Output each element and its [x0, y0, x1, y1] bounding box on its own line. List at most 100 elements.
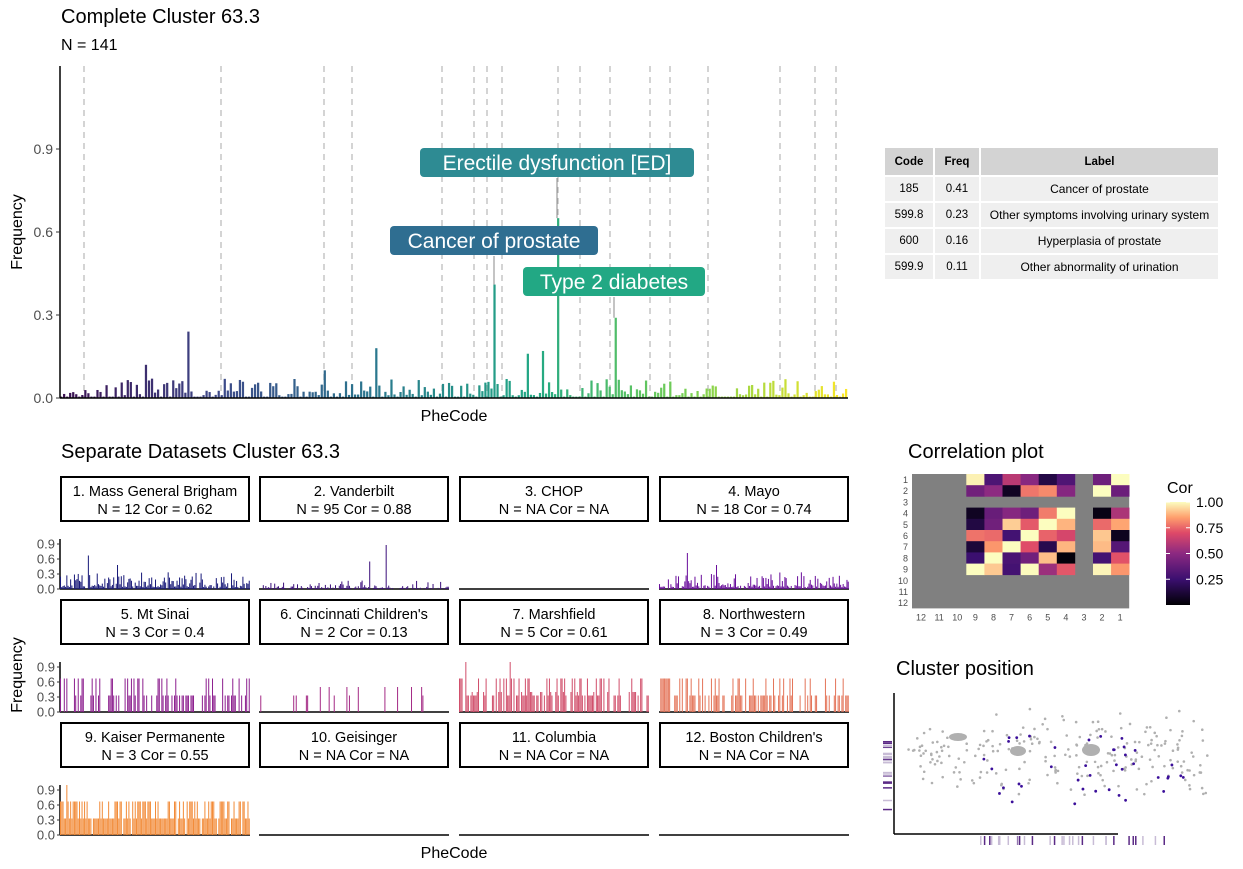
facet-bar: [134, 695, 136, 712]
bar: [741, 395, 745, 398]
heatmap-row-label: 2: [903, 486, 908, 496]
facet-bar: [205, 818, 207, 835]
background-point: [1096, 720, 1100, 724]
facet-bar: [242, 801, 244, 835]
facet-bar: [345, 587, 347, 589]
facet-bar: [347, 580, 349, 589]
heatmap-cell: [1111, 541, 1130, 553]
background-point: [994, 772, 998, 775]
facet-bar: [199, 582, 201, 589]
background-point: [1151, 765, 1154, 769]
facet-bar: [819, 582, 821, 589]
facet-bar: [781, 695, 783, 712]
bar: [751, 384, 754, 398]
facet-bar: [437, 587, 439, 589]
facet-bar: [543, 695, 545, 712]
facet-bar: [248, 678, 250, 712]
background-point: [1171, 749, 1175, 753]
background-point: [1085, 760, 1089, 764]
facet-bar: [103, 818, 105, 835]
facet-bar: [242, 576, 244, 589]
facet-bar: [724, 585, 726, 589]
facet-bar: [289, 587, 291, 589]
facet-bar: [669, 678, 671, 712]
facet-y-tick-label: 0.6: [37, 552, 55, 567]
background-point-cluster: [949, 733, 967, 741]
facet-bar: [608, 678, 610, 712]
background-point: [1179, 764, 1183, 768]
facet-name: 6. Cincinnati Children's: [280, 607, 428, 623]
facet-bar: [507, 695, 509, 712]
facet-bar: [92, 818, 94, 835]
facet-bar: [143, 581, 145, 589]
facet-bar: [134, 801, 136, 835]
heatmap-cell: [1111, 474, 1130, 486]
facet-bar: [247, 801, 249, 835]
facet-bar: [166, 818, 168, 835]
bar: [747, 385, 751, 398]
table-cell-label: Other symptoms involving urinary system: [979, 201, 1220, 229]
facet-bar: [224, 584, 226, 589]
facet-bar: [204, 695, 206, 712]
background-point: [982, 729, 986, 733]
bar: [784, 379, 787, 398]
facet-bar: [281, 586, 283, 589]
table-header-code: Code: [883, 146, 935, 177]
facet-bar: [483, 692, 485, 712]
facet-bar: [227, 695, 229, 712]
facet-bar: [828, 695, 830, 712]
facet-bar: [354, 587, 356, 589]
facet-bar: [297, 584, 299, 589]
background-point: [922, 752, 925, 755]
facet-bar: [139, 586, 141, 589]
facet-strip: [60, 722, 250, 768]
bar: [375, 348, 378, 398]
background-point-cluster: [1082, 744, 1100, 756]
bar: [596, 383, 599, 398]
bar: [775, 394, 778, 398]
table-header-label: Label: [979, 146, 1220, 177]
facet-bar: [129, 818, 131, 835]
facet-bar: [764, 695, 766, 712]
bar: [238, 379, 242, 398]
facet-bar: [203, 818, 205, 835]
background-point: [1011, 747, 1014, 750]
background-point: [1113, 759, 1116, 762]
facet-bar: [797, 576, 799, 589]
facet-bar: [138, 580, 140, 589]
bar: [663, 383, 666, 398]
facet-bar: [203, 586, 205, 589]
facet-bar: [588, 695, 590, 712]
facet-bar: [158, 586, 160, 589]
facet-bar: [155, 579, 157, 589]
facet-bar: [465, 662, 467, 712]
facet-bar: [722, 695, 724, 712]
facet-bar: [196, 801, 198, 835]
facet-bar: [168, 801, 170, 835]
background-point: [1093, 760, 1097, 764]
background-point: [1165, 716, 1168, 720]
annotation-label-box: [523, 267, 705, 296]
background-point: [1188, 784, 1191, 787]
facet-bar: [115, 801, 117, 835]
background-point: [1043, 717, 1047, 721]
background-point: [1191, 755, 1195, 758]
bar: [487, 381, 490, 398]
facet-bar: [493, 695, 495, 712]
bar: [226, 390, 229, 398]
facet-bar: [737, 586, 739, 589]
cluster-position-scatter: [883, 693, 1209, 845]
facet-bar: [109, 579, 111, 589]
facet-bar: [694, 695, 696, 712]
top-codes-table: Code Freq Label 185 0.41 Cancer of prost…: [883, 146, 1220, 281]
facet-bar: [62, 801, 64, 835]
facet-bar: [785, 578, 787, 589]
bar: [608, 386, 611, 398]
facet-bar: [200, 573, 202, 589]
facet-bar: [177, 818, 179, 835]
bar: [481, 391, 484, 398]
facet-bar: [165, 818, 167, 835]
bar: [702, 394, 705, 398]
facet-strip: [459, 599, 649, 645]
facet-bar: [81, 801, 83, 835]
